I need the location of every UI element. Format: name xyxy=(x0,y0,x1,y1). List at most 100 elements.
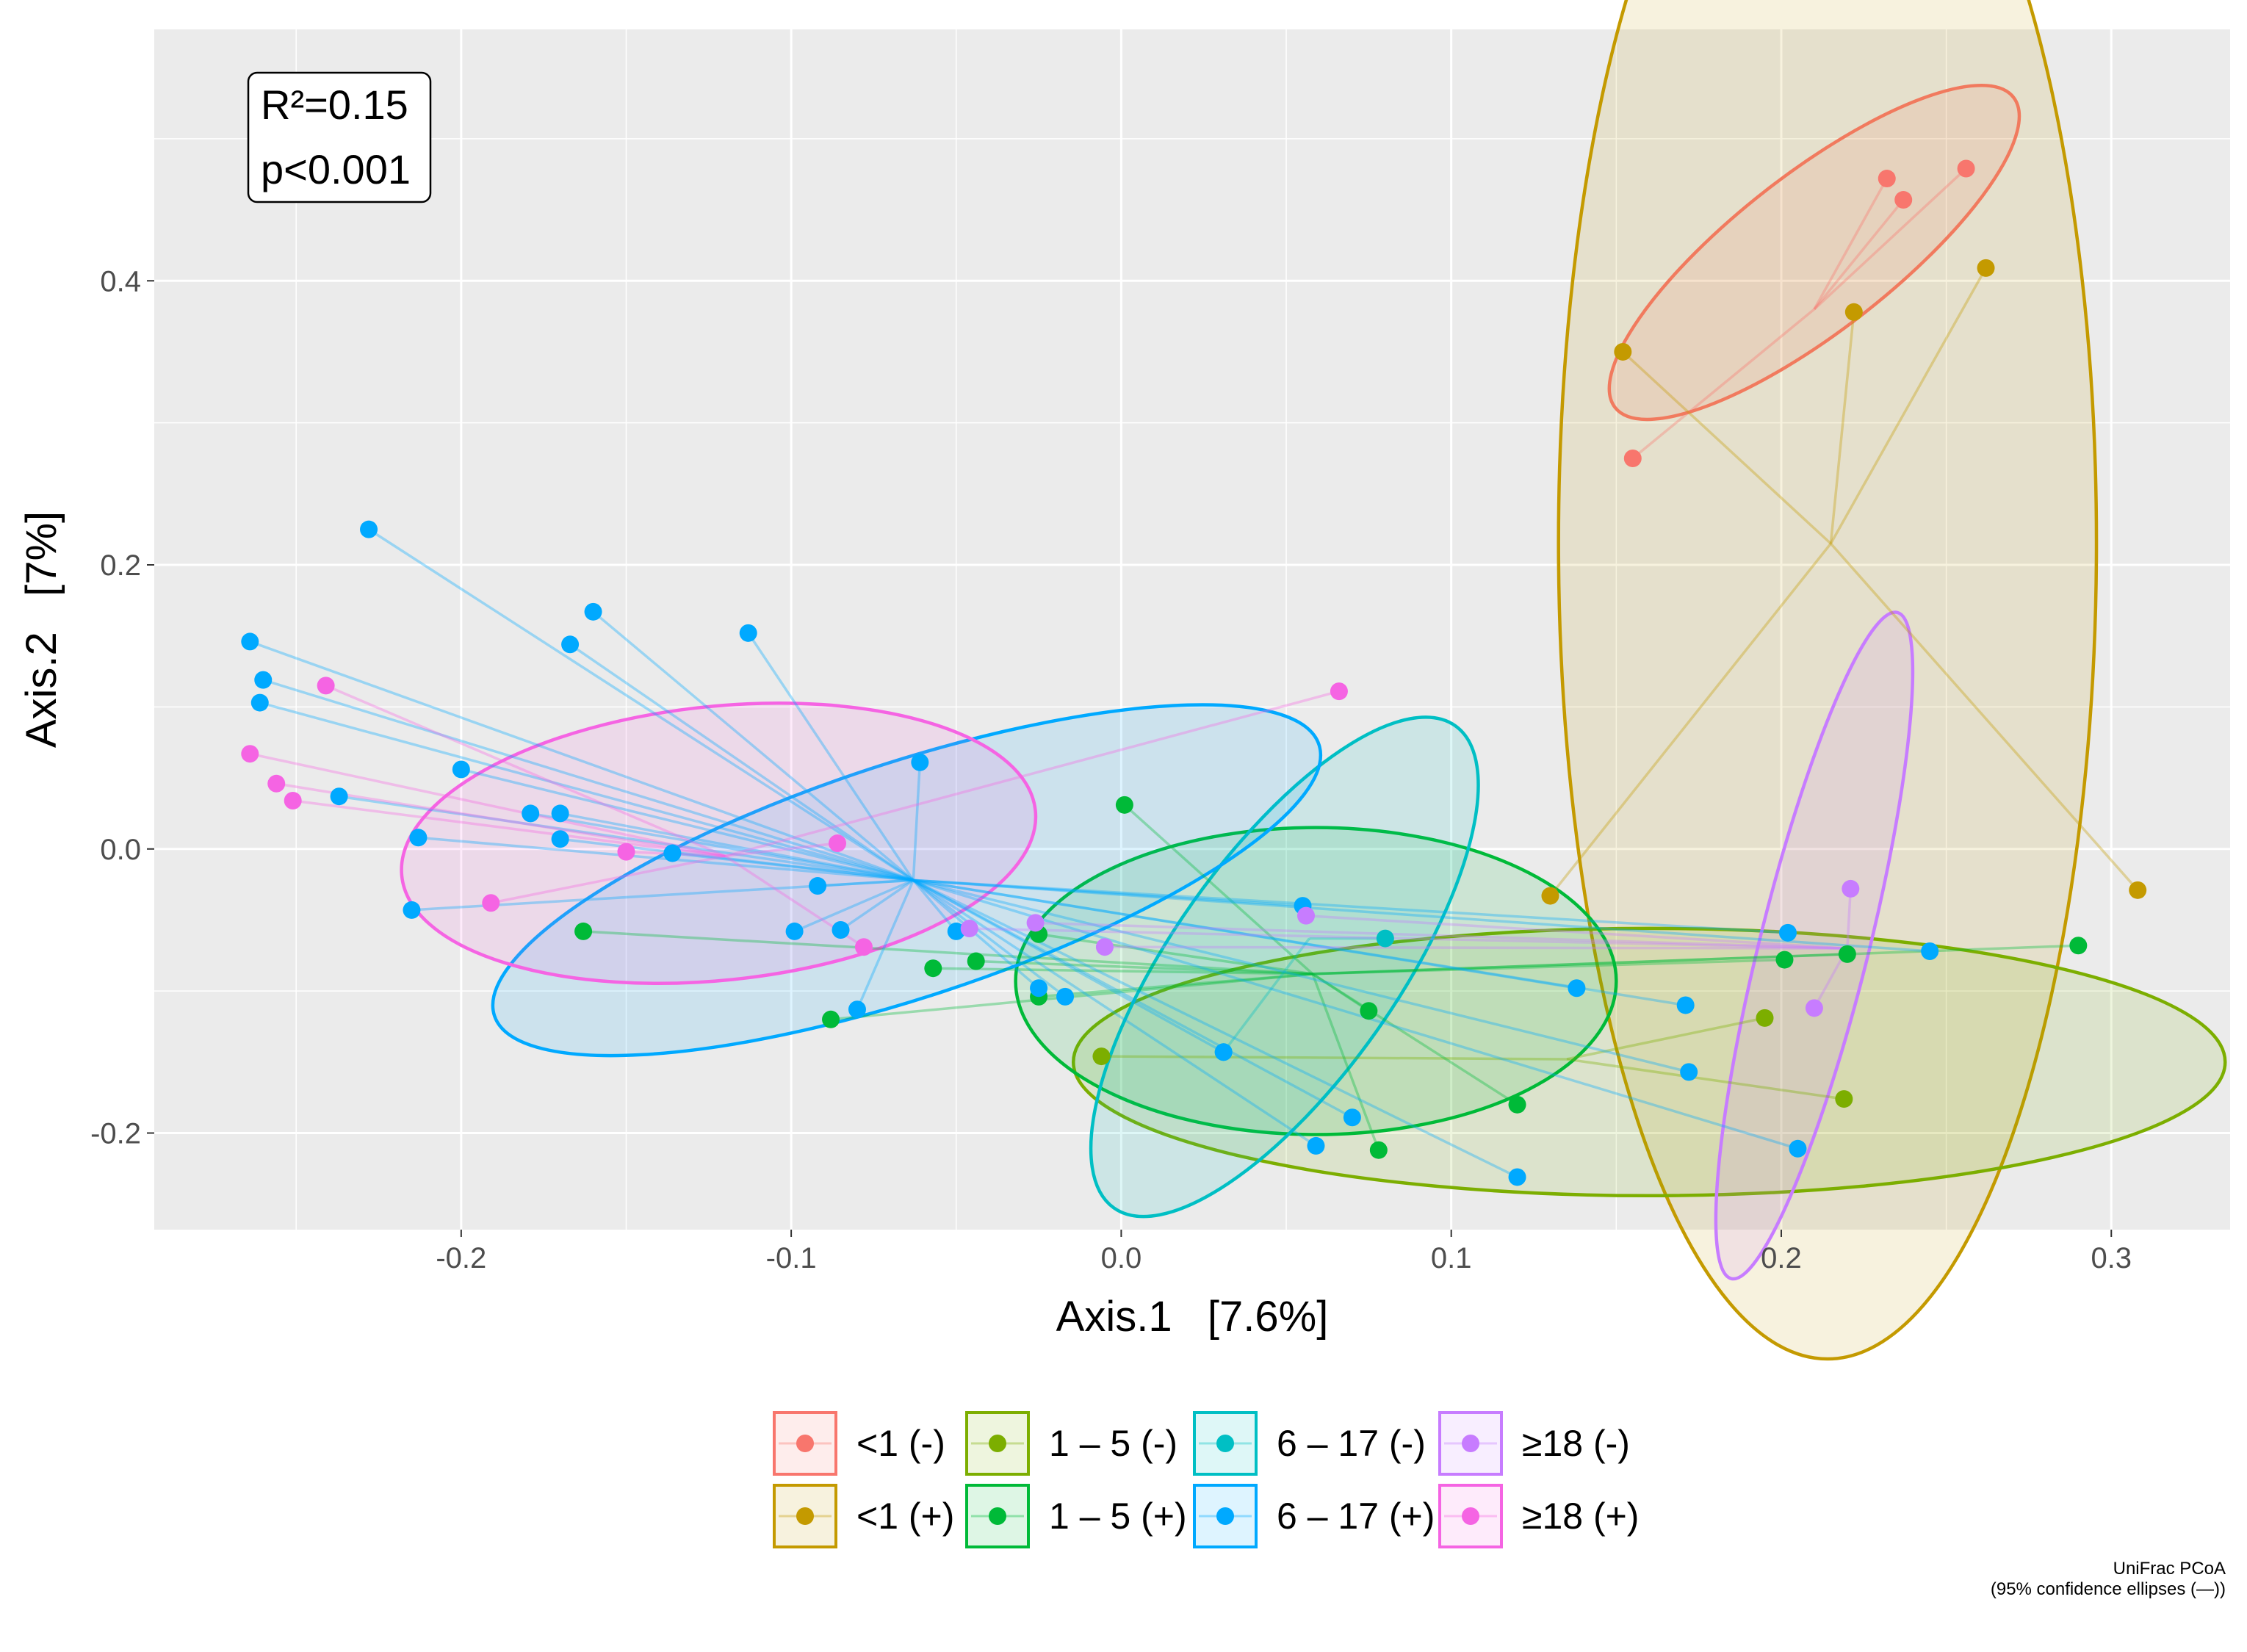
y-axis-title: Axis.2 [7%] xyxy=(18,511,65,748)
data-point-series-5 xyxy=(522,804,540,823)
spider-line-series-5 xyxy=(840,879,915,931)
x-tick-label: 0.1 xyxy=(1431,1242,1472,1274)
spider-line-series-5 xyxy=(569,643,915,881)
data-point-series-5 xyxy=(947,922,965,940)
confidence-ellipse-series-2 xyxy=(1072,926,2227,1198)
spider-line-series-5 xyxy=(339,795,914,882)
data-point-series-3 xyxy=(1115,796,1133,814)
legend-key-dot xyxy=(796,1507,814,1525)
legend-key-dot xyxy=(1462,1507,1479,1525)
confidence-ellipse-series-7 xyxy=(400,701,1038,986)
spider-line-series-5 xyxy=(912,879,1518,1179)
data-point-series-3 xyxy=(822,1010,840,1028)
data-point-series-0 xyxy=(1623,449,1642,467)
spider-line-series-7 xyxy=(249,752,726,858)
data-point-series-7 xyxy=(241,745,259,763)
data-point-series-3 xyxy=(1508,1095,1526,1114)
spider-line-series-7 xyxy=(725,842,838,858)
data-point-series-5 xyxy=(409,829,428,847)
spider-line-series-6 xyxy=(1035,921,1847,950)
legend-key-dot xyxy=(989,1507,1006,1525)
spider-line-series-7 xyxy=(325,684,726,858)
spider-line-series-6 xyxy=(1104,945,1847,950)
grid-lines xyxy=(154,29,2230,1230)
plot-panel xyxy=(154,29,2230,1230)
data-point-series-6 xyxy=(1842,879,1860,898)
x-tick-label: 0.2 xyxy=(1761,1242,1802,1274)
spider-line-series-3 xyxy=(1123,804,1314,975)
data-point-series-5 xyxy=(1214,1043,1233,1061)
data-point-series-7 xyxy=(617,843,635,861)
data-point-series-0 xyxy=(1878,170,1896,188)
data-point-series-5 xyxy=(1508,1168,1526,1186)
y-tick-label: 0.2 xyxy=(100,549,141,582)
spider-line-series-2 xyxy=(1566,1058,1844,1100)
spider-line-series-5 xyxy=(817,879,914,887)
spider-line-series-5 xyxy=(913,879,1789,934)
data-point-series-1 xyxy=(2129,881,2147,899)
spider-line-series-1 xyxy=(1829,311,1855,544)
spider-line-series-5 xyxy=(530,812,914,882)
data-points xyxy=(241,159,2147,1186)
spider-line-series-3 xyxy=(583,930,1313,975)
legend: <1 (-) <1 (+) 1 – 5 (-) 1 – 5 (+) 6 – 17 (-)… xyxy=(773,1411,1639,1548)
data-point-series-5 xyxy=(360,520,378,538)
legend-item-series-0: <1 (-) xyxy=(773,1411,945,1476)
data-point-series-5 xyxy=(403,901,421,919)
spider-line-series-3 xyxy=(1312,973,1518,1106)
spider-line-series-5 xyxy=(672,851,914,882)
stats-p-label: p<0.001 xyxy=(261,146,411,192)
data-point-series-3 xyxy=(1369,1141,1388,1159)
data-point-series-5 xyxy=(551,830,569,848)
spider-line-series-1 xyxy=(1622,350,1832,545)
y-tick-label: 0.4 xyxy=(100,265,141,297)
data-point-series-5 xyxy=(254,671,273,689)
confidence-ellipse-series-3 xyxy=(1014,826,1618,1136)
spider-line-series-3 xyxy=(1312,944,2079,975)
data-point-series-7 xyxy=(284,792,302,810)
spider-line-series-5 xyxy=(793,879,915,933)
spider-line-series-6 xyxy=(1305,914,1847,950)
data-point-series-2 xyxy=(1756,1009,1774,1027)
x-tick-label: -0.1 xyxy=(766,1242,817,1274)
spider-line-series-5 xyxy=(461,768,914,882)
spider-line-series-0 xyxy=(1631,308,1816,460)
caption-ellipse-note: (95% confidence ellipses (—)) xyxy=(1991,1579,2226,1599)
spider-line-series-3 xyxy=(975,959,1313,975)
legend-item-series-3: 1 – 5 (+) xyxy=(965,1484,1187,1548)
legend-key-dot xyxy=(1462,1435,1479,1452)
spider-line-series-7 xyxy=(275,782,726,858)
data-point-series-5 xyxy=(561,635,580,654)
x-axis-title: Axis.1 [7.6%] xyxy=(1056,1293,1329,1341)
data-point-series-5 xyxy=(1568,979,1586,998)
data-point-series-0 xyxy=(1894,191,1913,209)
stats-r2-label: R²=0.15 xyxy=(261,82,408,128)
spider-line-series-5 xyxy=(912,879,1225,1053)
data-point-series-5 xyxy=(1056,987,1075,1006)
spider-line-series-5 xyxy=(912,879,1317,1147)
data-point-series-2 xyxy=(1835,1090,1853,1108)
spider-line-series-4 xyxy=(1222,937,1310,1053)
data-point-series-7 xyxy=(267,774,286,793)
data-point-series-5 xyxy=(551,804,569,823)
spider-line-series-5 xyxy=(912,879,1353,1119)
data-point-series-5 xyxy=(1680,1063,1698,1081)
data-point-series-5 xyxy=(739,624,757,642)
data-point-series-5 xyxy=(1676,996,1695,1014)
spider-line-series-6 xyxy=(969,927,1847,950)
data-point-series-2 xyxy=(1092,1047,1111,1066)
legend-item-series-7: ≥18 (+) xyxy=(1438,1484,1639,1548)
x-tick-label: 0.0 xyxy=(1101,1242,1142,1274)
spider-line-series-2 xyxy=(1566,1017,1765,1061)
legend-key-dot xyxy=(796,1435,814,1452)
confidence-ellipse-series-5 xyxy=(491,703,1323,1058)
data-point-series-6 xyxy=(1095,938,1114,956)
data-point-series-5 xyxy=(848,1000,866,1019)
data-point-series-5 xyxy=(911,753,929,771)
data-point-series-5 xyxy=(1307,1136,1325,1155)
spider-line-series-5 xyxy=(913,879,1577,989)
spider-line-series-3 xyxy=(1312,958,1785,975)
x-tick-label: -0.2 xyxy=(436,1242,486,1274)
legend-label: 6 – 17 (-) xyxy=(1277,1423,1426,1464)
